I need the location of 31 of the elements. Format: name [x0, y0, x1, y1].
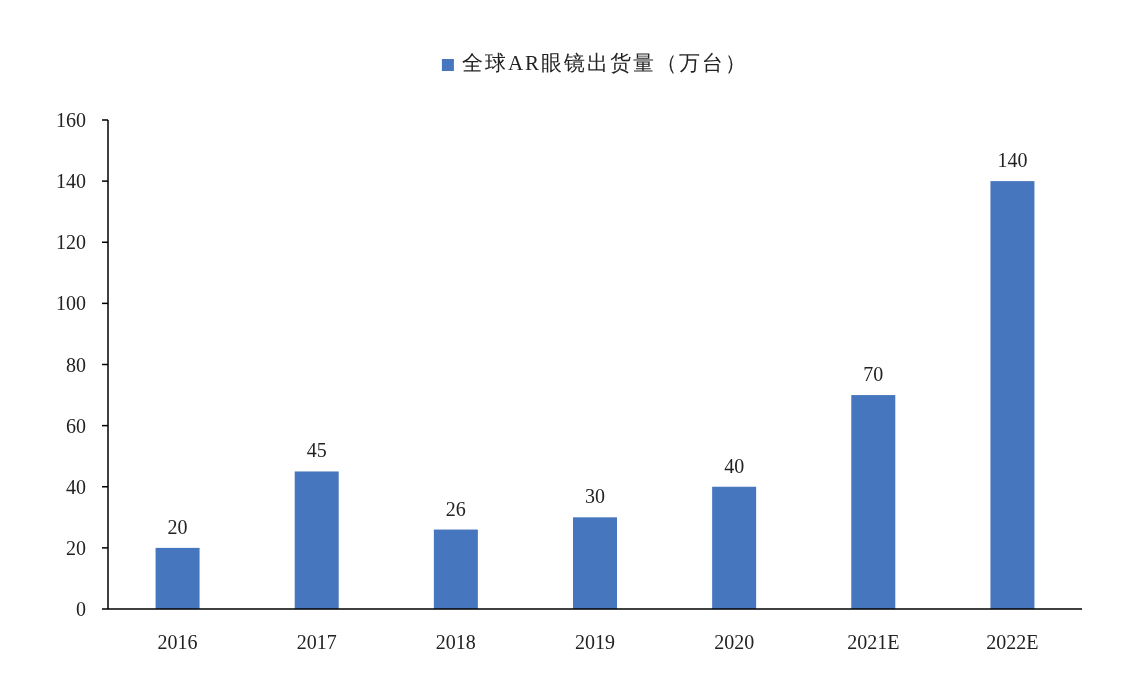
data-label: 30 [585, 485, 605, 508]
data-label: 40 [724, 454, 745, 477]
x-tick-label: 2020 [714, 631, 755, 653]
x-tick-label: 2017 [296, 631, 337, 653]
bar [712, 486, 757, 609]
y-tick-label: 80 [66, 353, 86, 376]
bar [155, 547, 200, 609]
x-tick-label: 2022E [986, 631, 1039, 653]
data-label: 26 [445, 497, 466, 520]
bar [990, 181, 1035, 609]
legend-label: 全球AR眼镜出货量（万台） [461, 51, 749, 75]
y-tick-label: 20 [66, 536, 86, 559]
bar [573, 517, 617, 609]
data-label: 140 [997, 149, 1028, 172]
x-tick-label: 2021E [847, 631, 900, 653]
x-tick-label: 2019 [575, 631, 615, 653]
y-tick-label: 100 [56, 292, 86, 315]
x-tick-label: 2018 [435, 631, 476, 653]
y-tick-label: 40 [66, 475, 86, 498]
y-tick-label: 60 [66, 414, 86, 437]
y-tick-label: 0 [76, 598, 86, 620]
data-label: 70 [863, 363, 884, 386]
y-tick-label: 140 [56, 170, 86, 193]
x-tick-label: 2016 [157, 631, 198, 653]
bar [294, 471, 339, 609]
data-label: 45 [306, 439, 327, 462]
data-label: 20 [167, 515, 188, 538]
y-tick-label: 160 [56, 109, 86, 131]
bar [433, 529, 478, 609]
bar [851, 395, 896, 609]
y-tick-label: 120 [56, 231, 86, 254]
